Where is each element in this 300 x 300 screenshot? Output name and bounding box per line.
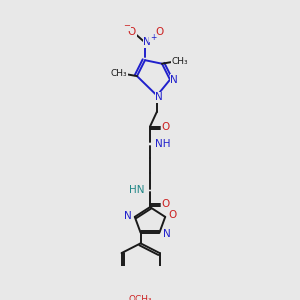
Text: N: N [155, 92, 163, 102]
Text: CH₃: CH₃ [172, 57, 188, 66]
Text: O: O [162, 122, 170, 132]
Text: HN: HN [129, 185, 145, 195]
Text: O: O [156, 27, 164, 37]
Text: −: − [124, 21, 130, 30]
Text: O: O [128, 27, 136, 37]
Text: O: O [168, 210, 176, 220]
Text: CH₃: CH₃ [111, 69, 127, 78]
Text: O: O [162, 199, 170, 208]
Text: OCH₃: OCH₃ [129, 296, 152, 300]
Text: N: N [163, 230, 170, 239]
Text: +: + [150, 33, 156, 42]
Text: N: N [170, 75, 178, 85]
Text: N: N [124, 211, 132, 221]
Text: NH: NH [155, 139, 171, 149]
Text: N: N [143, 38, 151, 47]
